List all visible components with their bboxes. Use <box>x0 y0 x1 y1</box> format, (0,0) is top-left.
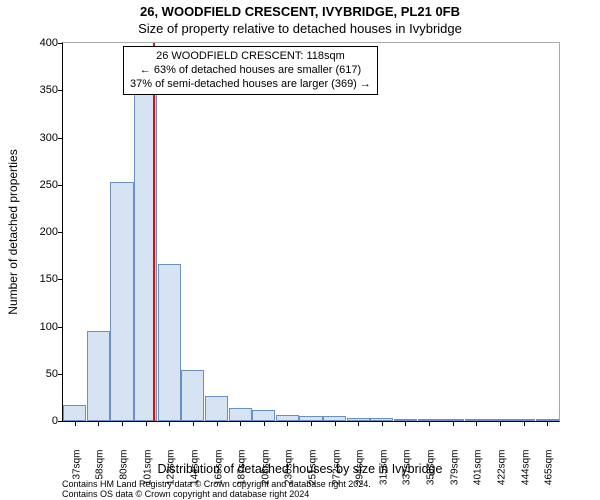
histogram-bar <box>465 419 488 421</box>
x-tick-label: 251sqm <box>308 450 319 490</box>
y-tick-label: 400 <box>40 37 58 49</box>
title-line-1: 26, WOODFIELD CRESCENT, IVYBRIDGE, PL21 … <box>0 4 600 19</box>
histogram-bar <box>229 408 252 421</box>
footer-attribution: Contains HM Land Registry data © Crown c… <box>62 480 400 500</box>
histogram-bar <box>299 416 322 421</box>
x-tick-mark <box>429 422 430 426</box>
x-tick-label: 80sqm <box>119 450 130 490</box>
histogram-bar <box>441 419 464 421</box>
info-box-line: ← 63% of detached houses are smaller (61… <box>130 64 371 78</box>
y-tick-mark <box>58 374 62 375</box>
chart-plot-area <box>62 42 560 422</box>
x-tick-mark <box>500 422 501 426</box>
x-axis-label: Distribution of detached houses by size … <box>0 462 600 476</box>
histogram-bar <box>158 264 181 421</box>
x-tick-mark <box>453 422 454 426</box>
y-tick-label: 100 <box>40 321 58 333</box>
y-tick-label: 250 <box>40 179 58 191</box>
y-tick-label: 200 <box>40 226 58 238</box>
x-tick-mark <box>240 422 241 426</box>
histogram-bar <box>512 419 535 421</box>
x-tick-mark <box>287 422 288 426</box>
histogram-bar <box>488 419 511 421</box>
x-tick-label: 187sqm <box>237 450 248 490</box>
y-tick-mark <box>58 185 62 186</box>
x-tick-label: 401sqm <box>473 450 484 490</box>
y-tick-mark <box>58 279 62 280</box>
x-tick-label: 144sqm <box>189 450 200 490</box>
x-tick-mark <box>193 422 194 426</box>
x-tick-mark <box>358 422 359 426</box>
histogram-bar <box>394 419 417 421</box>
info-box-line: 26 WOODFIELD CRESCENT: 118sqm <box>130 50 371 64</box>
x-tick-label: 337sqm <box>402 450 413 490</box>
x-tick-mark <box>335 422 336 426</box>
x-tick-mark <box>405 422 406 426</box>
x-tick-label: 101sqm <box>142 450 153 490</box>
x-tick-mark <box>264 422 265 426</box>
histogram-bar <box>87 331 110 421</box>
histogram-bar <box>418 419 441 421</box>
x-tick-label: 294sqm <box>355 450 366 490</box>
histogram-bar <box>110 182 133 421</box>
histogram-bar <box>347 418 370 421</box>
histogram-bar <box>323 416 346 421</box>
histogram-bar <box>370 418 393 421</box>
x-tick-label: 358sqm <box>426 450 437 490</box>
x-tick-mark <box>217 422 218 426</box>
x-tick-label: 422sqm <box>496 450 507 490</box>
x-tick-label: 230sqm <box>284 450 295 490</box>
y-tick-mark <box>58 421 62 422</box>
histogram-bar <box>205 396 228 422</box>
info-box-line: 37% of semi-detached houses are larger (… <box>130 78 371 92</box>
x-tick-label: 444sqm <box>520 450 531 490</box>
histogram-bar <box>252 410 275 421</box>
y-tick-label: 300 <box>40 132 58 144</box>
title-line-2: Size of property relative to detached ho… <box>0 21 600 36</box>
histogram-bar <box>536 419 559 421</box>
x-tick-label: 272sqm <box>331 450 342 490</box>
property-marker-line <box>153 43 155 421</box>
x-tick-mark <box>547 422 548 426</box>
x-tick-label: 208sqm <box>260 450 271 490</box>
x-tick-mark <box>146 422 147 426</box>
x-tick-label: 123sqm <box>166 450 177 490</box>
y-tick-label: 150 <box>40 273 58 285</box>
y-axis-label: Number of detached properties <box>6 149 20 314</box>
histogram-bar <box>63 405 86 421</box>
y-tick-label: 50 <box>46 368 58 380</box>
y-tick-mark <box>58 90 62 91</box>
x-tick-mark <box>382 422 383 426</box>
x-tick-mark <box>169 422 170 426</box>
y-tick-mark <box>58 232 62 233</box>
x-tick-mark <box>311 422 312 426</box>
histogram-bar <box>276 415 299 421</box>
property-info-box: 26 WOODFIELD CRESCENT: 118sqm← 63% of de… <box>123 46 378 95</box>
x-tick-mark <box>98 422 99 426</box>
x-tick-label: 379sqm <box>449 450 460 490</box>
x-tick-mark <box>476 422 477 426</box>
x-tick-label: 315sqm <box>378 450 389 490</box>
y-tick-label: 350 <box>40 84 58 96</box>
x-tick-label: 465sqm <box>544 450 555 490</box>
x-tick-label: 58sqm <box>95 450 106 490</box>
y-tick-mark <box>58 138 62 139</box>
y-tick-mark <box>58 327 62 328</box>
histogram-bar <box>181 370 204 421</box>
x-tick-label: 165sqm <box>213 450 224 490</box>
x-tick-mark <box>524 422 525 426</box>
x-tick-mark <box>122 422 123 426</box>
x-tick-label: 37sqm <box>71 450 82 490</box>
x-tick-mark <box>75 422 76 426</box>
y-tick-mark <box>58 43 62 44</box>
